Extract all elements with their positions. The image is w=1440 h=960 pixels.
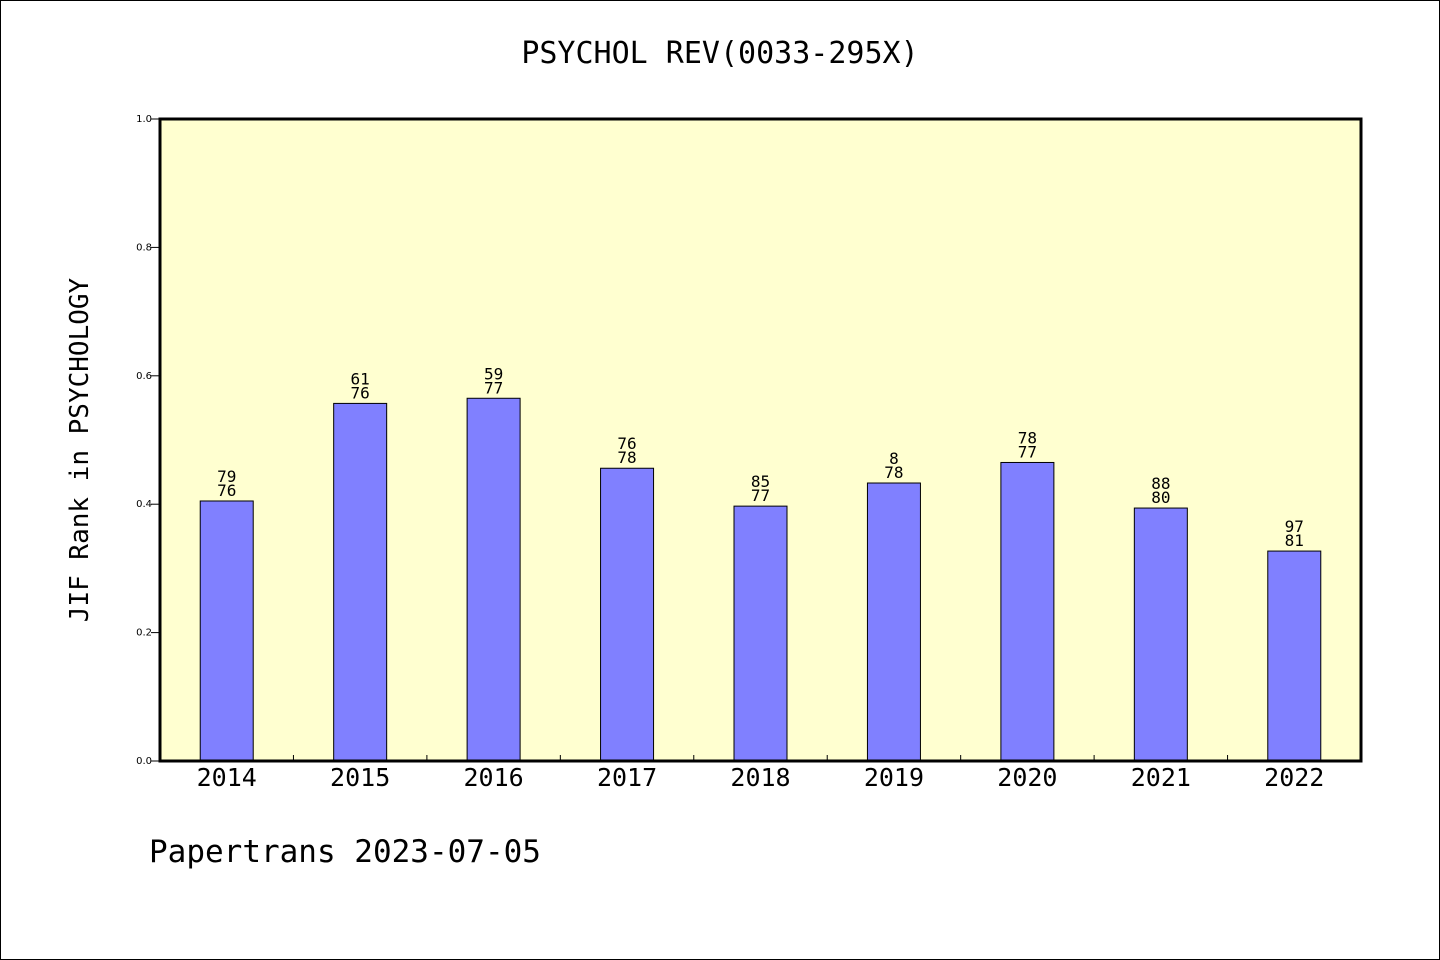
bar-label-bottom-2021: 80: [1151, 488, 1170, 507]
bar-label-top-2014: 79: [217, 467, 236, 486]
bar-label-bottom-2014: 76: [217, 481, 236, 500]
x-tick-label-2021: 2021: [1131, 763, 1191, 792]
bar-label-top-2017: 76: [617, 434, 636, 453]
x-tick-label-2019: 2019: [864, 763, 924, 792]
bar-label-bottom-2018: 77: [751, 486, 770, 505]
bar-label-top-2020: 78: [1018, 428, 1037, 447]
bar-label-bottom-2015: 76: [351, 383, 370, 402]
x-tick-label-2014: 2014: [197, 763, 257, 792]
bar-label-bottom-2017: 78: [617, 448, 636, 467]
bar-label-top-2016: 59: [484, 364, 503, 383]
x-tick-label-2017: 2017: [597, 763, 657, 792]
bar-label-bottom-2022: 81: [1285, 531, 1304, 550]
bar-2014: [199, 500, 254, 762]
y-tick-label: 1.0: [136, 114, 152, 125]
plot-border: [158, 117, 1363, 763]
bar-label-top-2018: 85: [751, 472, 770, 491]
y-tick-label: 0.4: [136, 499, 152, 510]
y-tick-label: 0.8: [136, 242, 152, 253]
chart-title: PSYCHOL REV(0033-295X): [521, 36, 919, 71]
bar-label-bottom-2020: 77: [1018, 442, 1037, 461]
bar-label-bottom-2016: 77: [484, 378, 503, 397]
bar-label-bottom-2019: 78: [884, 463, 903, 482]
x-tick-label-2015: 2015: [330, 763, 390, 792]
x-tick-label-2018: 2018: [730, 763, 790, 792]
bar-2022: [1267, 550, 1322, 762]
y-tick-label: 0.2: [136, 628, 152, 639]
y-tick-label: 0.0: [136, 756, 152, 767]
bar-label-top-2022: 97: [1285, 517, 1304, 536]
x-tick-label-2020: 2020: [997, 763, 1057, 792]
bar-2021: [1133, 507, 1188, 762]
bar-2015: [333, 402, 388, 762]
x-tick-label-2016: 2016: [464, 763, 524, 792]
bar-label-top-2019: 8: [889, 449, 899, 468]
bar-2020: [1000, 461, 1055, 762]
footer-credit: Papertrans 2023-07-05: [149, 834, 541, 870]
x-tick-label-2022: 2022: [1264, 763, 1324, 792]
bar-2019: [866, 482, 921, 762]
bar-2018: [733, 505, 788, 762]
y-tick-label: 0.6: [136, 371, 152, 382]
bar-label-top-2021: 88: [1151, 474, 1170, 493]
bar-label-top-2015: 61: [351, 369, 370, 388]
bar-2016: [466, 397, 521, 762]
bar-2017: [600, 467, 655, 762]
